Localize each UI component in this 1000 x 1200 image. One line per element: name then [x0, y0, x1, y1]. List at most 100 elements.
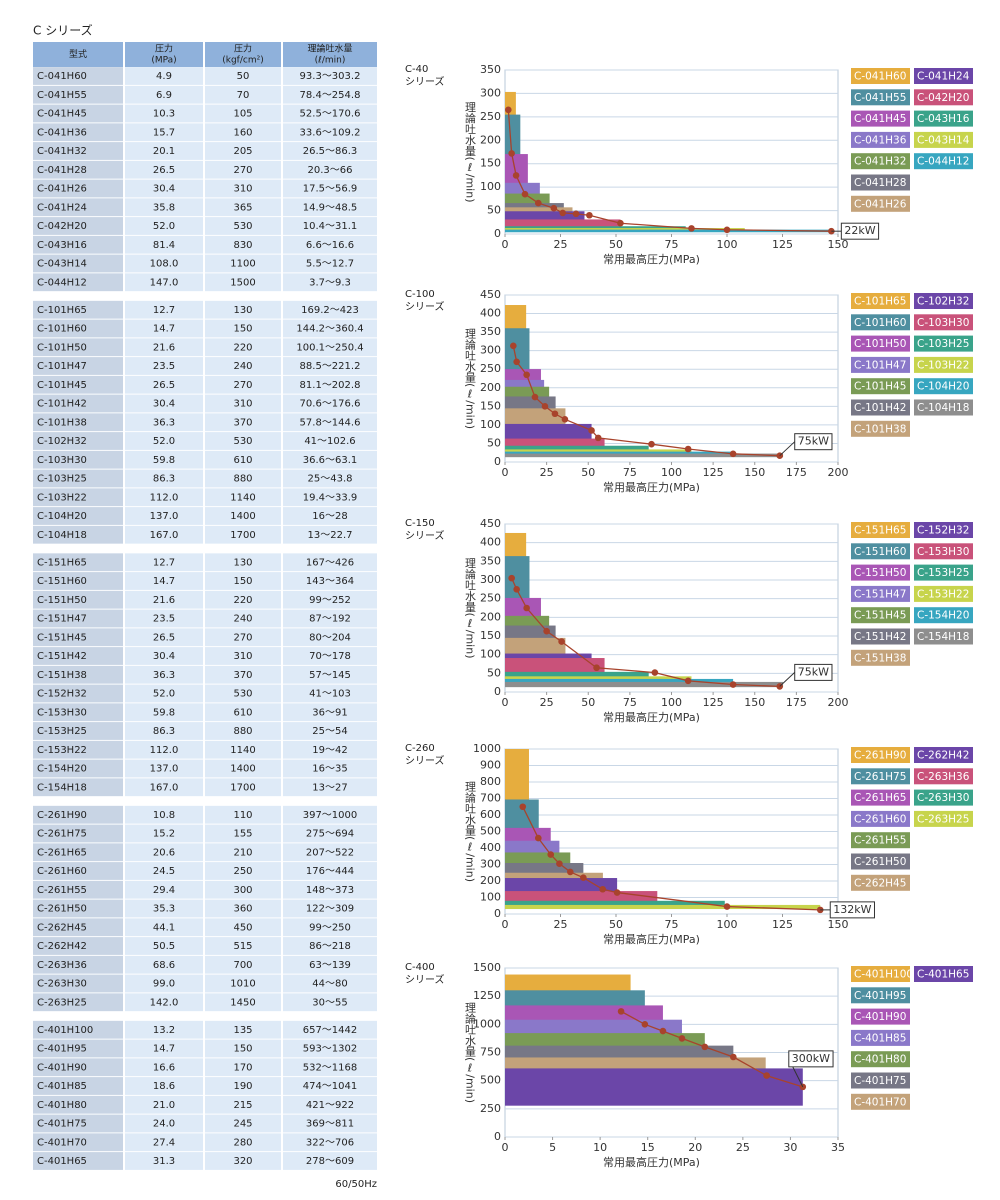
cell-text: 99～252	[309, 595, 351, 606]
cell-text: 13～22.7	[308, 530, 353, 541]
table-cell	[205, 507, 281, 525]
legend-swatch	[914, 747, 973, 763]
cell-text: C-101H50	[37, 342, 87, 353]
cell-text: C-103H22	[37, 492, 87, 503]
cell-text: 19.4～33.9	[303, 492, 358, 503]
legend-label: C-401H70	[854, 1096, 906, 1108]
cell-text: 322～706	[306, 1137, 354, 1148]
table-cell	[283, 665, 377, 684]
legend-swatch	[914, 89, 973, 106]
cell-text: 50.5	[153, 941, 175, 952]
legend-label: C-151H65	[854, 525, 906, 537]
legend-label: C-151H42	[854, 631, 906, 643]
legend-swatch	[914, 789, 973, 806]
legend-swatch	[851, 853, 910, 870]
power-point	[763, 1072, 770, 1079]
cell-text: 5.5～12.7	[306, 259, 354, 270]
table-cell	[283, 1133, 377, 1152]
table-cell	[125, 778, 203, 797]
power-point	[512, 172, 520, 179]
legend-label: C-261H60	[854, 813, 906, 825]
cell-text: 30.4	[153, 184, 175, 195]
header-cell	[125, 42, 203, 67]
cell-text: 250	[233, 866, 252, 877]
y-tick-label: 100	[480, 891, 501, 904]
x-tick-label: 125	[703, 466, 724, 479]
cell-text: 16～28	[312, 511, 347, 522]
legend-swatch	[914, 293, 973, 309]
table-cell	[125, 319, 203, 338]
cell-text: 320	[233, 1156, 252, 1167]
legend-swatch	[851, 522, 910, 538]
table-cell	[205, 338, 281, 357]
y-tick-label: 750	[480, 1046, 501, 1059]
legend-label: C-261H50	[854, 856, 906, 868]
power-point	[580, 874, 587, 881]
legend-swatch	[851, 628, 910, 645]
cell-text: 530	[233, 689, 252, 700]
power-point	[648, 440, 655, 448]
cell-text: 6.6～16.6	[306, 240, 354, 251]
table-cell	[283, 553, 377, 572]
y-tick-label: 0	[494, 685, 501, 698]
table-cell	[33, 375, 123, 394]
cell-text: 70～178	[309, 651, 351, 662]
legend-label: C-261H75	[854, 771, 906, 783]
table-cell	[283, 590, 377, 609]
cell-text: 21.6	[153, 342, 175, 353]
table-cell	[125, 553, 203, 572]
cell-text: 190	[233, 1081, 252, 1092]
cell-text: C-041H36	[37, 127, 87, 138]
table-cell	[125, 722, 203, 740]
cell-text: 14.7	[153, 324, 175, 335]
cell-text: 205	[233, 146, 252, 157]
table-cell	[205, 778, 281, 797]
cell-text: 880	[233, 474, 252, 485]
legend-label: C-153H25	[917, 567, 969, 579]
table-cell	[33, 142, 123, 160]
table-cell	[205, 974, 281, 993]
table-cell	[125, 469, 203, 488]
legend-swatch	[851, 153, 910, 170]
cell-text: 81.1～202.8	[300, 380, 361, 391]
cell-text: 35.3	[153, 904, 175, 915]
power-point	[508, 150, 515, 157]
legend-swatch	[914, 68, 973, 84]
cell-text: 16～35	[312, 764, 347, 775]
cell-text: 25～43.8	[308, 474, 353, 485]
legend-swatch	[851, 293, 910, 309]
legend-swatch	[851, 966, 910, 982]
cell-text: 13.2	[153, 1025, 175, 1036]
cell-text: 207～522	[306, 847, 354, 858]
cell-text: C-261H60	[37, 866, 87, 877]
table-cell	[33, 179, 123, 198]
cell-text: 52.5～170.6	[300, 109, 361, 120]
legend-label: C-101H47	[854, 359, 906, 371]
table-cell	[283, 217, 377, 235]
table-cell	[205, 899, 281, 918]
y-axis-label: 理論吐水量(ℓ/min)	[464, 1002, 477, 1103]
y-tick-label: 500	[480, 825, 501, 838]
table-cell	[283, 647, 377, 665]
table-cell	[205, 142, 281, 160]
y-tick-label: 1500	[473, 961, 501, 974]
table-cell	[205, 488, 281, 507]
table-cell	[125, 609, 203, 628]
legend-swatch	[851, 89, 910, 106]
y-tick-label: 250	[480, 110, 501, 123]
cell-text: 6.9	[156, 90, 172, 101]
table-cell	[33, 217, 123, 235]
cell-text: 275～694	[306, 829, 354, 840]
y-tick-label: 150	[480, 157, 501, 170]
power-point	[659, 1027, 667, 1035]
cell-text: 26.5	[153, 165, 175, 176]
table-cell	[205, 759, 281, 778]
power-point	[523, 371, 530, 379]
legend-label: C-101H38	[854, 423, 906, 435]
power-point	[556, 860, 563, 867]
legend-label: C-101H50	[854, 338, 906, 350]
legend-swatch	[851, 378, 910, 395]
power-point	[535, 834, 542, 842]
table-cell	[283, 450, 377, 469]
power-line	[511, 577, 780, 688]
